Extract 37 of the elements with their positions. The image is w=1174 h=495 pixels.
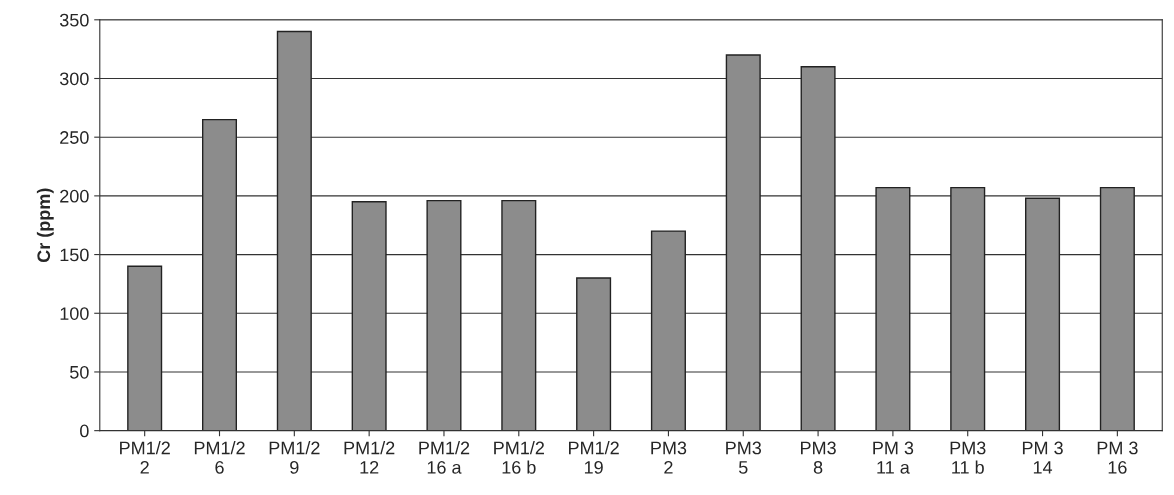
x-tick-label: PM 3 16 — [1097, 441, 1138, 474]
bar — [800, 66, 836, 431]
x-tick-label: PM3 5 — [726, 441, 762, 474]
bar — [725, 54, 761, 431]
y-axis-title: Cr (ppm) — [36, 188, 54, 263]
x-tick-label: PM 3 11 a — [873, 441, 914, 474]
x-tick-label: PM3 11 b — [950, 441, 986, 474]
bar — [426, 199, 462, 431]
bar — [276, 30, 312, 431]
y-tick-label: 200 — [60, 189, 89, 203]
x-tick-label: PM3 8 — [801, 441, 836, 474]
bar — [201, 118, 238, 431]
y-tick-label: 350 — [59, 13, 89, 27]
y-tick-label: 50 — [70, 365, 89, 379]
bar — [950, 186, 986, 431]
x-tick-label: PM1/2 9 — [269, 441, 320, 474]
y-tick-label: 250 — [60, 131, 89, 144]
y-tick-label: 100 — [60, 307, 89, 320]
bar — [1025, 197, 1061, 431]
x-tick-label: PM1/2 2 — [120, 441, 170, 474]
x-tick-label: PM1/2 19 — [569, 441, 619, 474]
bar — [351, 201, 387, 431]
x-tick-label: PM1/2 16 b — [494, 441, 544, 474]
x-tick-label: PM1/2 12 — [344, 441, 395, 474]
x-tick-label: PM1/2 16 a — [419, 441, 470, 474]
bar — [1099, 186, 1135, 431]
bar — [875, 186, 911, 431]
bar — [501, 199, 537, 431]
y-tick-label: 150 — [60, 248, 89, 262]
bar — [650, 230, 686, 431]
x-tick-label: PM3 2 — [651, 441, 687, 474]
x-tick-label: PM 3 14 — [1022, 441, 1063, 474]
y-tick-label: 300 — [59, 72, 89, 86]
bar — [127, 265, 163, 431]
x-tick-label: PM1/2 6 — [194, 441, 245, 474]
y-tick-label: 0 — [80, 424, 89, 438]
bar — [576, 277, 612, 431]
